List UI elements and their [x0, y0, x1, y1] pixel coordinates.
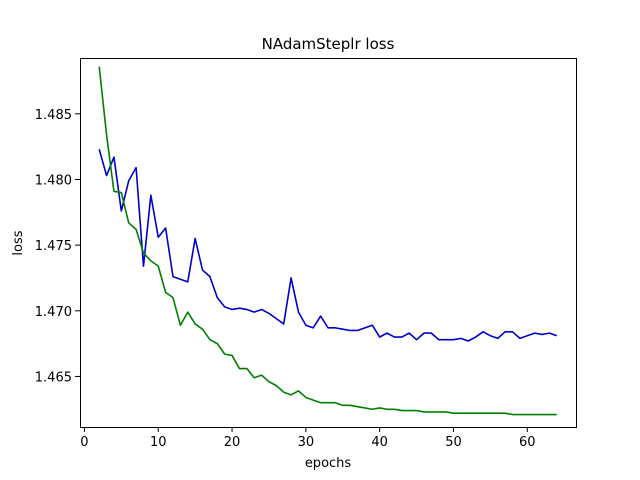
plot-lines	[98, 66, 558, 416]
chart-title: NAdamSteplr loss	[262, 35, 395, 53]
y-axis: 1.465 1.470 1.475 1.480 1.485	[35, 108, 80, 385]
y-tick-label: 1.470	[35, 305, 72, 320]
y-tick-label: 1.485	[35, 108, 72, 123]
x-tick-label: 20	[224, 435, 241, 450]
x-tick-label: 10	[150, 435, 167, 450]
plot-frame	[80, 58, 577, 428]
series-line-1	[98, 149, 558, 342]
y-tick-label: 1.475	[35, 239, 72, 254]
x-axis: 0 10 20 30 40 50 60	[80, 427, 536, 450]
x-tick-label: 40	[371, 435, 388, 450]
x-tick-label: 50	[445, 435, 462, 450]
y-axis-label: loss	[11, 230, 26, 255]
series-line-2	[98, 66, 557, 416]
x-axis-label: epochs	[305, 456, 352, 471]
x-tick-label: 30	[298, 435, 315, 450]
x-tick-label: 0	[80, 435, 88, 450]
x-tick-label: 60	[519, 435, 536, 450]
y-tick-label: 1.480	[35, 173, 72, 188]
y-tick-label: 1.465	[35, 370, 72, 385]
